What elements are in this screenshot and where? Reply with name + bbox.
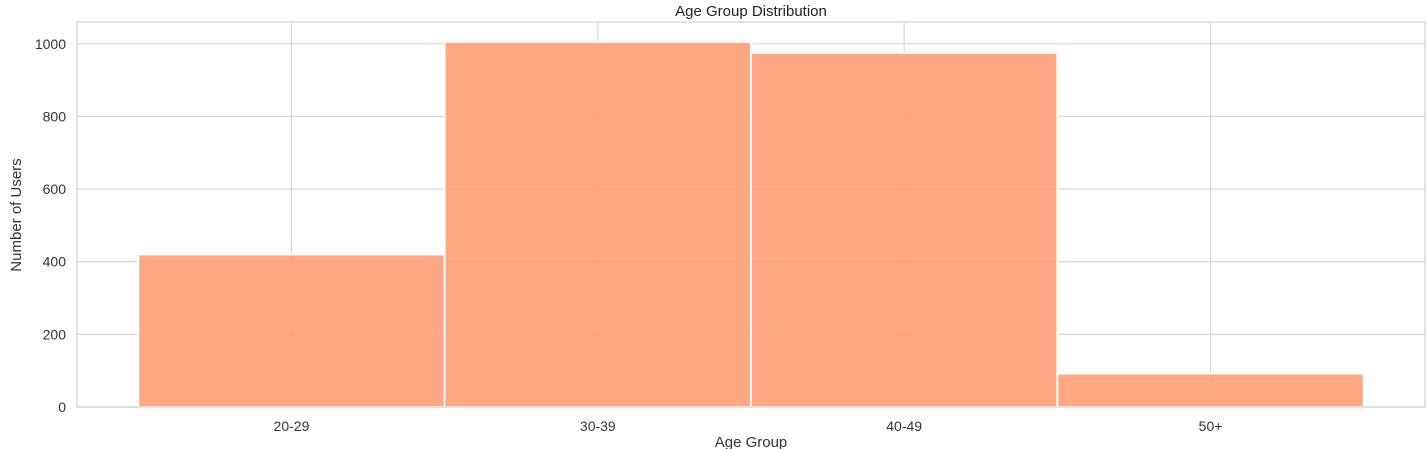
y-tick-label: 600 — [43, 181, 67, 197]
x-tick-label: 20-29 — [274, 418, 310, 434]
bars — [137, 40, 1365, 409]
x-tick-labels: 20-29 30-39 40-49 50+ — [274, 418, 1223, 434]
y-tick-label: 200 — [43, 326, 67, 342]
bar-20-29 — [137, 253, 446, 408]
y-tick-label: 400 — [43, 254, 67, 270]
bar-50+ — [1056, 372, 1365, 408]
plot-frame — [76, 21, 1426, 408]
x-tick-label: 40-49 — [886, 418, 922, 434]
y-tick-label: 1000 — [35, 36, 66, 52]
chart-title: Age Group Distribution — [675, 3, 827, 20]
y-axis-label: Number of Users — [8, 158, 25, 271]
y-tick-labels: 0 200 400 600 800 1000 — [35, 36, 66, 415]
x-tick-label: 30-39 — [580, 418, 616, 434]
bar-40-49 — [750, 51, 1059, 408]
x-axis-label: Age Group — [715, 434, 788, 449]
y-tick-label: 800 — [43, 108, 67, 124]
bar-30-39 — [443, 40, 752, 409]
y-tick-label: 0 — [58, 399, 66, 415]
x-tick-label: 50+ — [1199, 418, 1223, 434]
